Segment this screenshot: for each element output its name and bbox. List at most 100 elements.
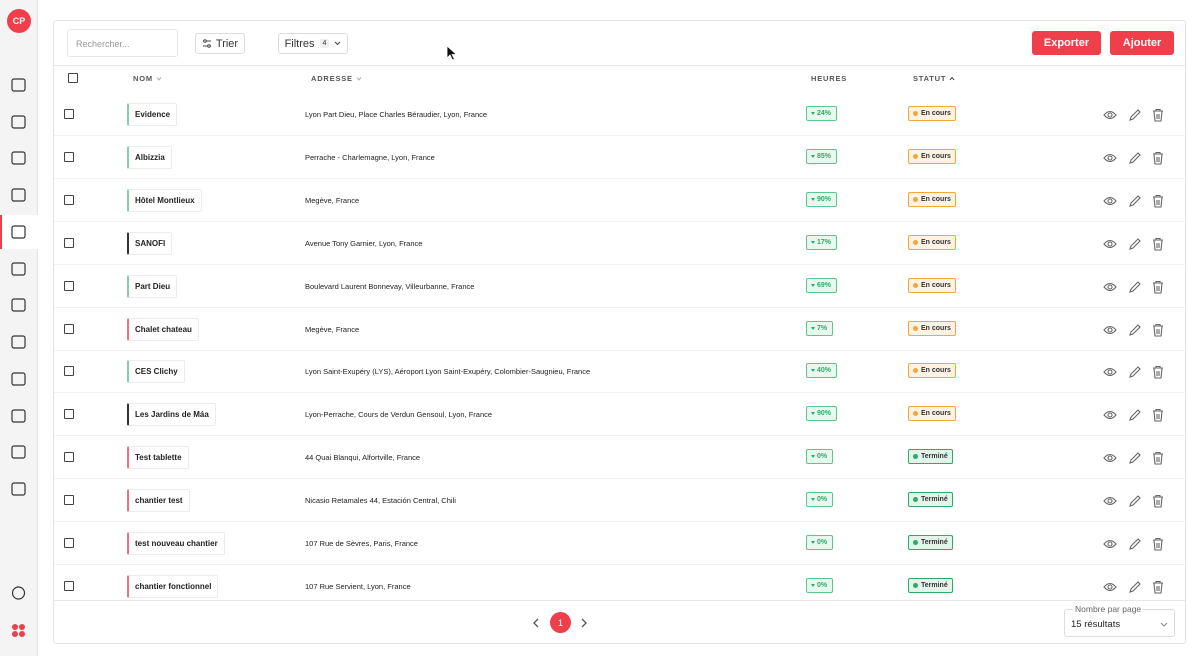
view-icon[interactable] — [1103, 368, 1117, 377]
nav-icon[interactable] — [11, 372, 26, 386]
view-icon[interactable] — [1103, 239, 1117, 248]
row-checkbox[interactable] — [64, 109, 74, 119]
row-checkbox[interactable] — [64, 538, 74, 548]
delete-icon[interactable] — [1153, 151, 1163, 165]
site-name[interactable]: Albizzia — [127, 145, 172, 169]
nav-icon[interactable] — [11, 409, 26, 423]
delete-icon[interactable] — [1153, 495, 1163, 508]
site-name[interactable]: Part Dieu — [127, 274, 178, 298]
delete-icon[interactable] — [1153, 237, 1163, 251]
site-name[interactable]: Test tablette — [127, 446, 189, 470]
edit-icon[interactable] — [1129, 538, 1141, 550]
current-page[interactable]: 1 — [550, 612, 571, 633]
nav-icon[interactable] — [11, 115, 26, 129]
delete-icon[interactable] — [1153, 409, 1163, 422]
column-header[interactable]: STATUT — [913, 74, 955, 83]
table-row: Chalet chateau Megève, France 7% En cours — [54, 308, 1185, 351]
view-icon[interactable] — [1103, 582, 1117, 591]
status-label: Terminé — [921, 581, 948, 589]
view-icon[interactable] — [1103, 282, 1117, 291]
delete-icon[interactable] — [1153, 323, 1163, 337]
view-icon[interactable] — [1103, 539, 1117, 549]
delete-icon[interactable] — [1153, 108, 1163, 122]
site-name[interactable]: CES Clichy — [127, 360, 185, 384]
nav-icon[interactable] — [11, 188, 26, 202]
edit-icon[interactable] — [1129, 452, 1141, 465]
edit-icon[interactable] — [1129, 495, 1141, 507]
row-checkbox[interactable] — [64, 194, 74, 205]
nav-icon[interactable] — [11, 445, 26, 459]
view-icon[interactable] — [1103, 411, 1117, 420]
column-header[interactable]: NOM — [133, 74, 162, 83]
hours-badge: 69% — [806, 277, 838, 293]
edit-icon[interactable] — [1129, 581, 1141, 593]
delete-icon[interactable] — [1153, 580, 1163, 594]
delete-icon[interactable] — [1153, 452, 1163, 465]
header-checkbox[interactable] — [68, 73, 78, 83]
row-checkbox[interactable] — [64, 580, 74, 591]
nav-icon[interactable] — [11, 482, 26, 496]
row-checkbox[interactable] — [64, 366, 74, 377]
nav-icon[interactable] — [11, 335, 26, 349]
hours-value: 40% — [817, 367, 832, 375]
row-checkbox[interactable] — [64, 495, 74, 506]
edit-icon[interactable] — [1129, 237, 1141, 250]
prev-page[interactable] — [532, 617, 540, 629]
edit-icon[interactable] — [1129, 366, 1141, 379]
site-name[interactable]: chantier test — [127, 489, 190, 513]
edit-icon[interactable] — [1129, 152, 1141, 164]
delete-icon[interactable] — [1153, 537, 1163, 551]
delete-icon[interactable] — [1153, 280, 1163, 294]
site-name[interactable]: Chalet chateau — [127, 317, 199, 341]
view-icon[interactable] — [1103, 153, 1117, 162]
view-icon[interactable] — [1103, 454, 1117, 463]
nav-icon[interactable] — [11, 151, 26, 165]
row-checkbox[interactable] — [64, 151, 74, 162]
column-header[interactable]: ADRESSE — [311, 74, 362, 83]
edit-icon[interactable] — [1129, 280, 1141, 293]
sort-arrow-path — [949, 76, 955, 81]
delete-icon[interactable] — [1153, 366, 1163, 379]
row-checkbox[interactable] — [64, 452, 74, 463]
edit-icon[interactable] — [1129, 195, 1141, 207]
site-name[interactable]: Evidence — [127, 103, 178, 126]
site-name[interactable]: Les Jardins de Máa — [127, 403, 216, 427]
nav-icon[interactable] — [11, 262, 26, 276]
hours-value: 0% — [817, 453, 828, 461]
logo-dot — [12, 624, 18, 630]
hours-arrow — [811, 541, 815, 544]
view-icon[interactable] — [1103, 110, 1117, 120]
avatar[interactable]: CP — [7, 9, 31, 33]
site-name[interactable]: test nouveau chantier — [127, 532, 225, 555]
view-icon[interactable] — [1103, 196, 1117, 205]
sort-button[interactable]: Trier — [195, 33, 245, 54]
nav-icon[interactable] — [11, 225, 26, 239]
filters-button[interactable]: Filtres 4 — [278, 33, 348, 54]
help-icon[interactable] — [11, 586, 26, 600]
page-size-select[interactable]: Nombre par page 15 résultats — [1064, 604, 1175, 637]
row-checkbox[interactable] — [64, 280, 74, 291]
nav-icon[interactable] — [11, 78, 26, 92]
row-checkbox[interactable] — [64, 409, 74, 420]
delete-icon[interactable] — [1153, 194, 1163, 208]
table-row: chantier test Nicasio Retamales 44, Estac… — [54, 479, 1185, 523]
row-checkbox[interactable] — [64, 237, 74, 248]
column-header[interactable]: HEURES — [811, 74, 847, 83]
site-name[interactable]: SANOFI — [127, 231, 173, 255]
edit-icon[interactable] — [1129, 409, 1141, 422]
site-name[interactable]: chantier fonctionnel — [127, 574, 219, 598]
add-button[interactable]: Ajouter — [1110, 31, 1174, 55]
edit-icon[interactable] — [1129, 323, 1141, 336]
search-input[interactable]: Rechercher... — [67, 29, 178, 57]
status-label: En cours — [921, 110, 951, 117]
next-page[interactable] — [580, 617, 588, 629]
edit-icon[interactable] — [1129, 109, 1141, 121]
nav-icon[interactable] — [11, 298, 26, 312]
row-checkbox[interactable] — [64, 323, 74, 334]
view-icon[interactable] — [1103, 325, 1117, 334]
status-dot — [913, 497, 918, 503]
export-button[interactable]: Exporter — [1032, 31, 1101, 55]
table-row: Test tablette 44 Quai Blanqui, Alfortvill… — [54, 436, 1185, 480]
site-name[interactable]: Hôtel Montlieux — [127, 188, 202, 212]
view-icon[interactable] — [1103, 497, 1117, 506]
